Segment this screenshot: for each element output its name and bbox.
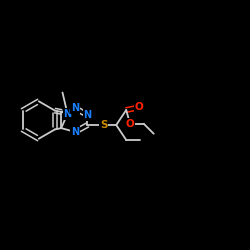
Text: S: S [100,120,108,130]
Text: N: N [71,127,79,137]
Text: N: N [71,103,79,113]
Text: O: O [126,119,134,129]
Text: N: N [84,110,92,120]
Text: N: N [64,109,72,119]
Text: O: O [134,102,143,113]
